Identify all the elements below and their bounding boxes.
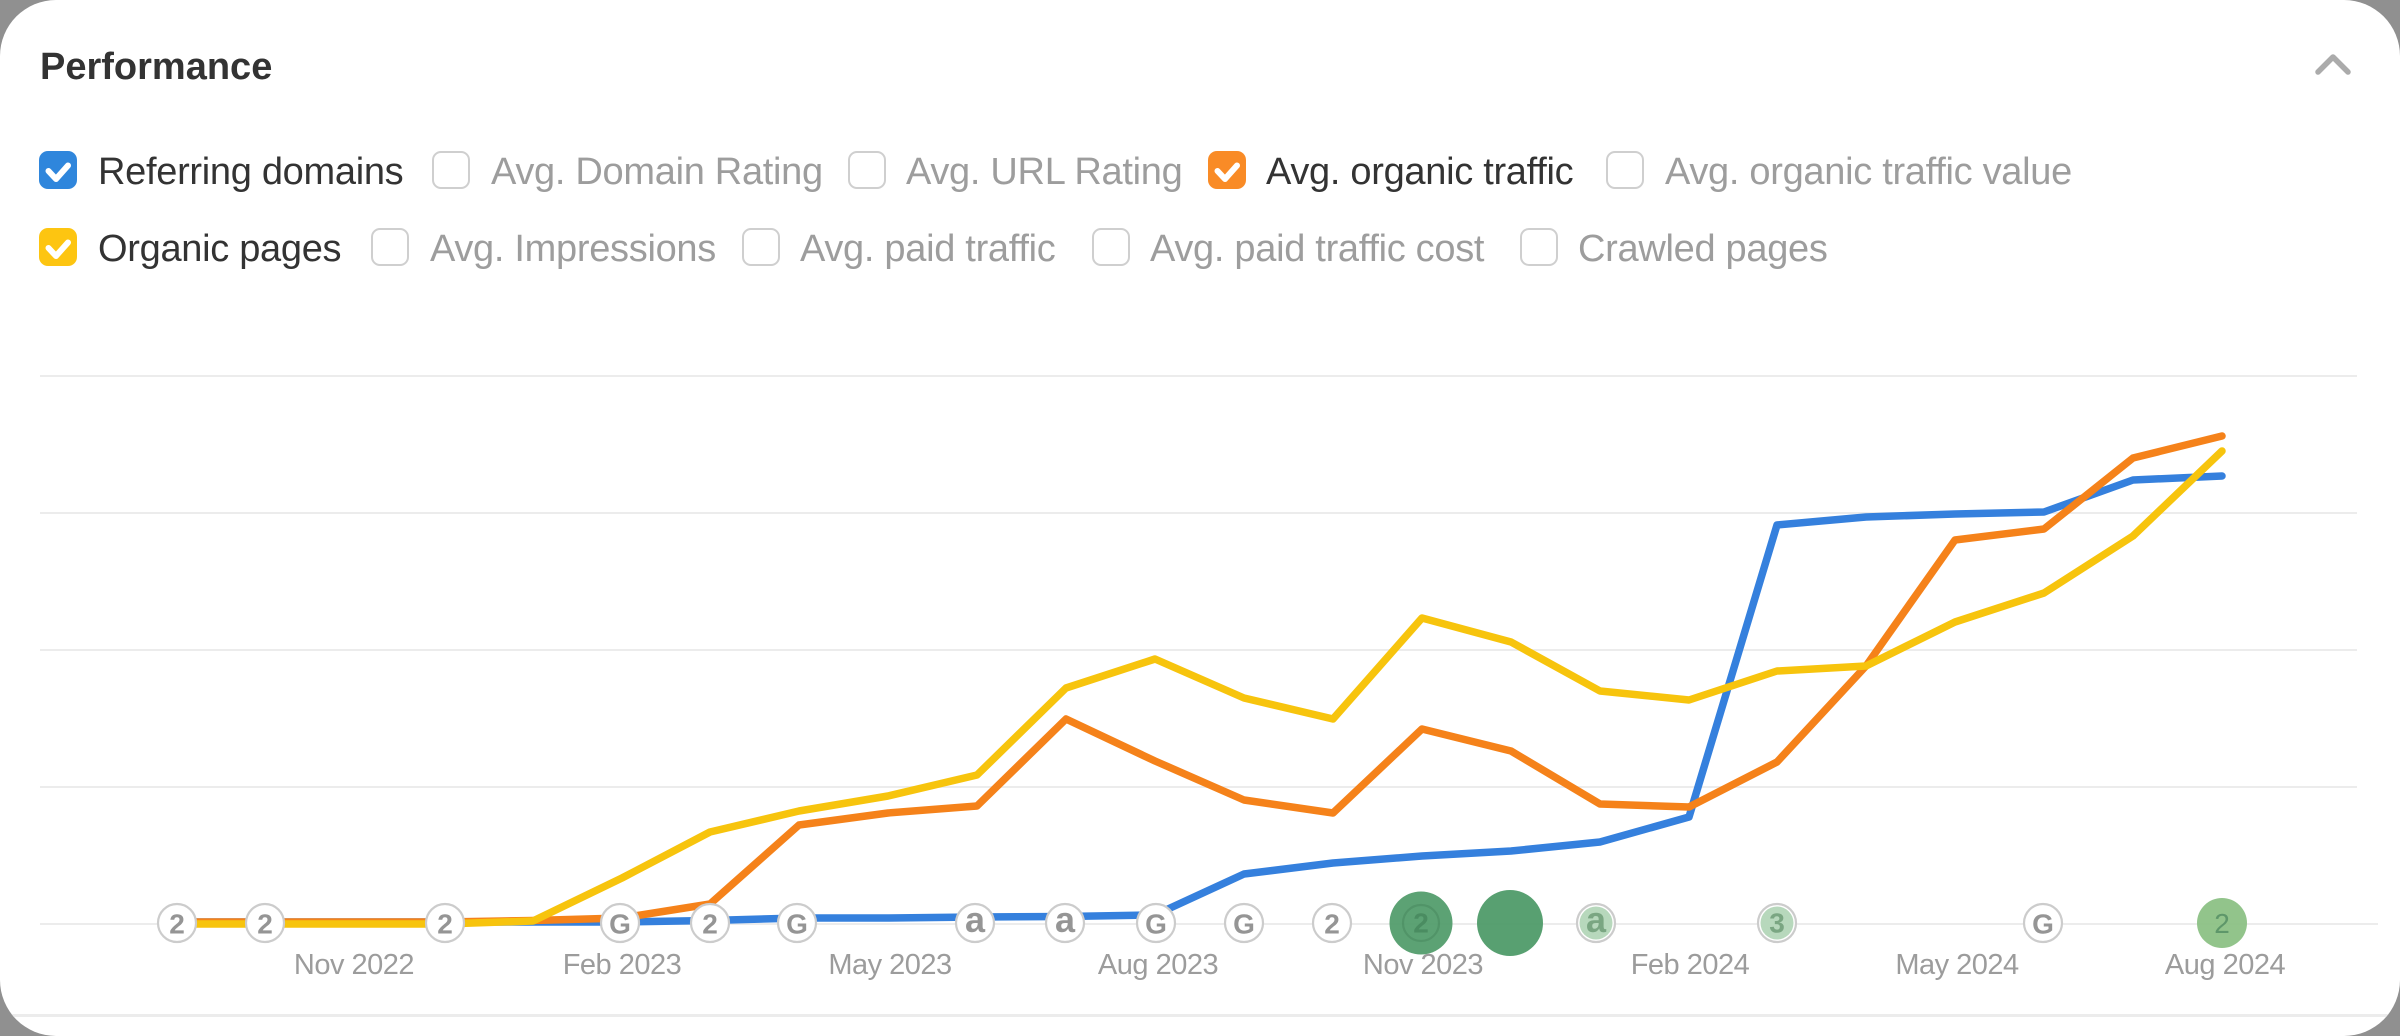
svg-text:G: G [1145, 909, 1167, 940]
svg-text:2: 2 [257, 909, 273, 940]
svg-text:Aug 2023: Aug 2023 [1098, 949, 1218, 981]
svg-text:G: G [609, 909, 631, 940]
svg-text:G: G [1233, 909, 1255, 940]
svg-text:a: a [1586, 899, 1607, 940]
svg-text:2: 2 [2214, 908, 2230, 939]
svg-text:2: 2 [169, 909, 185, 940]
svg-text:Feb 2023: Feb 2023 [563, 949, 682, 981]
svg-text:G: G [786, 909, 808, 940]
svg-text:3: 3 [1769, 908, 1785, 939]
svg-text:2: 2 [437, 909, 453, 940]
svg-text:Feb 2024: Feb 2024 [1631, 949, 1750, 981]
svg-text:a: a [965, 899, 986, 940]
svg-text:Nov 2022: Nov 2022 [294, 949, 414, 981]
svg-text:G: G [2032, 909, 2054, 940]
svg-text:Aug 2024: Aug 2024 [2165, 949, 2286, 981]
svg-text:2: 2 [702, 909, 718, 940]
svg-text:2: 2 [1324, 909, 1340, 940]
svg-text:2: 2 [1413, 908, 1429, 939]
svg-text:a: a [1055, 899, 1076, 940]
svg-text:May 2024: May 2024 [1895, 949, 2019, 981]
svg-text:May 2023: May 2023 [828, 949, 951, 981]
